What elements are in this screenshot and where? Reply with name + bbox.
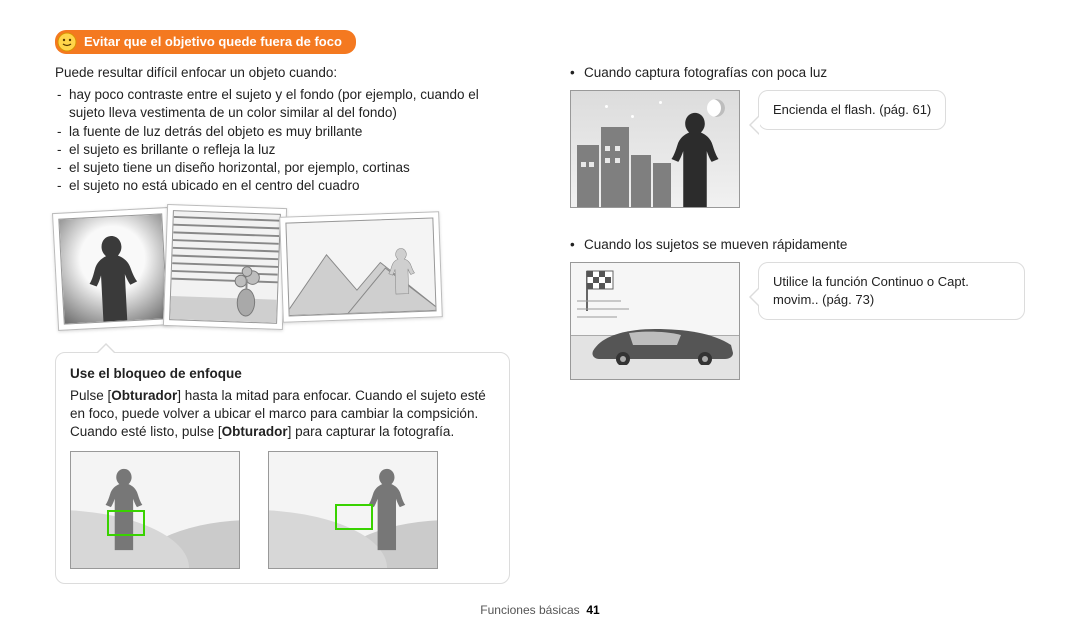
reason-item: hay poco contraste entre el sujeto y el … <box>55 86 510 122</box>
case1-tip: Encienda el flash. (pág. 61) <box>758 90 946 130</box>
page-footer: Funciones básicas 41 <box>0 602 1080 618</box>
left-column: Puede resultar difícil enfocar un objeto… <box>55 64 510 584</box>
focus-lock-callout: Use el bloqueo de enfoque Pulse [Obturad… <box>55 352 510 585</box>
footer-page: 41 <box>586 603 599 617</box>
case2-bullet: Cuando los sujetos se mueven rápidamente <box>570 236 1025 254</box>
case1-bullet: Cuando captura fotografías con poca luz <box>570 64 1025 82</box>
thumb-backlit <box>52 207 174 331</box>
right-column: Cuando captura fotografías con poca luz <box>570 64 1025 584</box>
focus-lock-body: Pulse [Obturador] hasta la mitad para en… <box>70 387 495 442</box>
reason-item: el sujeto tiene un diseño horizontal, po… <box>55 159 510 177</box>
thumb-offcenter <box>279 211 443 323</box>
reason-item: el sujeto no está ubicado en el centro d… <box>55 177 510 195</box>
banner-text: Evitar que el objetivo quede fuera de fo… <box>84 33 342 51</box>
intro-text: Puede resultar difícil enfocar un objeto… <box>55 64 510 82</box>
sun-icon <box>57 32 77 52</box>
focus-lock-title: Use el bloqueo de enfoque <box>70 365 495 383</box>
example-thumbnails <box>55 206 510 346</box>
reason-item: el sujeto es brillante o refleja la luz <box>55 141 510 159</box>
reason-item: la fuente de luz detrás del objeto es mu… <box>55 123 510 141</box>
reasons-list: hay poco contraste entre el sujeto y el … <box>55 86 510 195</box>
thumb-blinds <box>163 203 287 329</box>
case2-image <box>570 262 740 380</box>
focus-lock-img-1 <box>70 451 240 569</box>
focus-lock-img-2 <box>268 451 438 569</box>
case2-tip: Utilice la función Continuo o Capt. movi… <box>758 262 1025 319</box>
footer-section: Funciones básicas <box>480 603 579 617</box>
case1-image <box>570 90 740 208</box>
tip-banner: Evitar que el objetivo quede fuera de fo… <box>55 30 356 54</box>
